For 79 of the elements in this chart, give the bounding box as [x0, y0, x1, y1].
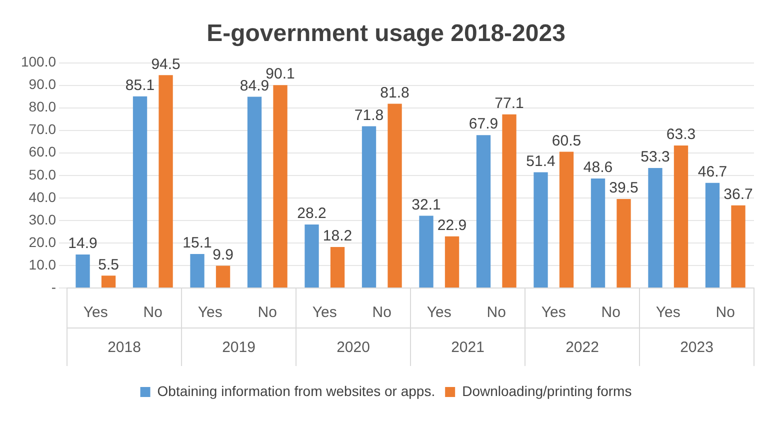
x-tick-label: Yes: [312, 304, 337, 322]
y-tick-label: 30.0: [28, 211, 56, 228]
data-label: 94.5: [151, 56, 180, 73]
text: 2023: [680, 339, 714, 356]
data-label: 32.1: [412, 196, 441, 214]
data-label: 28.2: [297, 205, 326, 222]
data-label: 63.3: [666, 126, 696, 144]
bar: [419, 216, 434, 288]
y-tick-label: 90.0: [28, 76, 56, 92]
x-tick-label: No: [372, 304, 392, 322]
text: 2022: [566, 339, 599, 356]
text: 2020: [336, 339, 370, 356]
data-label: 36.7: [724, 186, 753, 203]
bar: [705, 182, 720, 288]
bar: [101, 276, 116, 288]
data-label: 67.9: [468, 116, 498, 133]
bar: [559, 152, 574, 288]
y-tick-label: 80.0: [28, 98, 56, 115]
y-tick-label: 50.0: [28, 166, 56, 182]
bar: [330, 247, 345, 288]
y-tick-label: 70.0: [28, 121, 56, 138]
data-label: 71.8: [354, 106, 384, 124]
bar: [76, 254, 90, 288]
bar: [616, 199, 631, 288]
data-label: 5.5: [98, 256, 119, 274]
data-label: 46.7: [698, 163, 728, 180]
data-label: 53.3: [640, 148, 670, 166]
x-tick-label: Yes: [541, 304, 566, 322]
x-tick-label: No: [143, 304, 162, 322]
bar: [674, 145, 688, 288]
bar: [590, 178, 606, 288]
data-label: 9.9: [212, 246, 234, 264]
bar: [304, 224, 319, 288]
data-label: 14.9: [68, 235, 98, 252]
text: 2018: [108, 339, 141, 356]
data-label: 18.2: [322, 228, 352, 245]
data-label: 77.1: [494, 95, 524, 112]
bar: [158, 75, 173, 288]
x-tick-label: No: [258, 304, 277, 322]
y-tick-label: 60.0: [28, 144, 56, 160]
bar: [534, 172, 548, 288]
bar: [216, 266, 230, 288]
x-tick-label: Yes: [83, 304, 108, 322]
bar: [362, 126, 376, 288]
data-label: 51.4: [526, 152, 556, 170]
y-tick-label: -: [51, 278, 56, 295]
x-tick-label: Yes: [426, 304, 452, 322]
bar: [444, 236, 460, 288]
y-tick-label: 20.0: [28, 234, 56, 250]
y-tick-label: 40.0: [28, 188, 56, 205]
data-label: 84.9: [240, 77, 270, 94]
text: 2021: [451, 339, 484, 356]
x-tick-label: Yes: [656, 304, 680, 322]
bar: [648, 168, 662, 288]
text: 2019: [222, 339, 256, 356]
data-label: 85.1: [125, 76, 155, 94]
data-label: 60.5: [552, 132, 582, 150]
chart-title: E-government usage 2018-2023: [206, 20, 566, 48]
y-tick-label: 10.0: [28, 256, 56, 272]
x-tick-label: No: [486, 304, 506, 322]
data-label: 22.9: [437, 217, 467, 234]
data-label: 39.5: [609, 180, 638, 197]
x-tick-label: No: [716, 304, 735, 322]
bar: [731, 205, 746, 288]
legend-label: Downloading/printing forms: [462, 382, 632, 399]
y-tick-label: 100.0: [20, 54, 56, 70]
bar: [502, 114, 516, 288]
data-label: 15.1: [182, 234, 212, 252]
bar: [388, 104, 402, 288]
data-label: 48.6: [583, 159, 613, 176]
bar: [476, 135, 491, 288]
bar: [247, 96, 262, 288]
bar: [190, 254, 204, 288]
legend-label: Obtaining information from websites or apps.: [157, 382, 436, 399]
bar: [273, 85, 288, 288]
bar: [132, 96, 148, 288]
x-tick-label: Yes: [198, 304, 222, 322]
x-tick-label: No: [601, 304, 620, 322]
data-label: 81.8: [380, 84, 410, 102]
